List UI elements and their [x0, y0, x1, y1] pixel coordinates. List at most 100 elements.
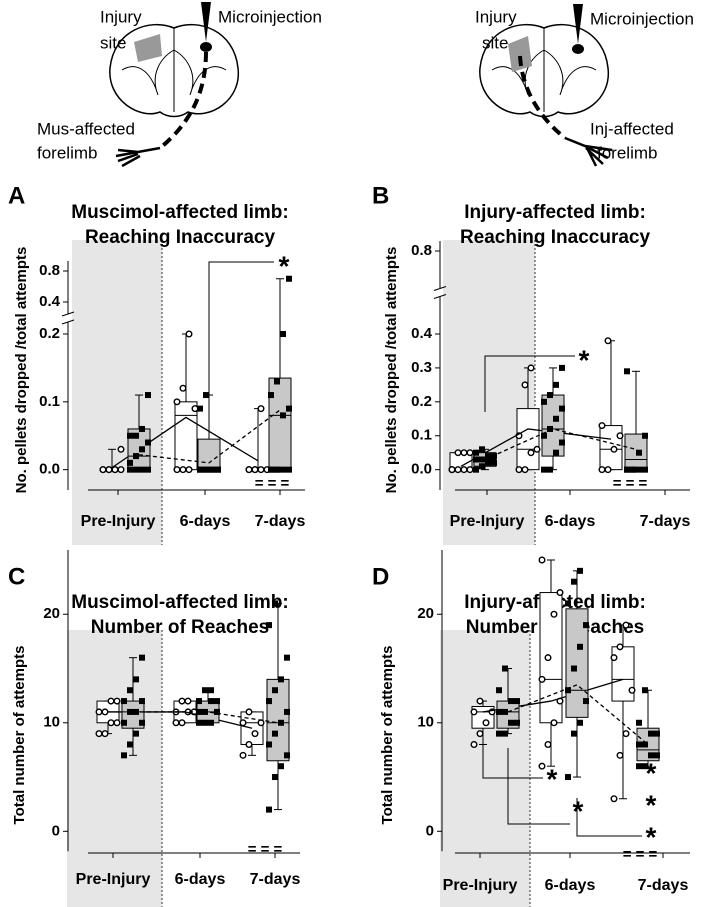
data-point [284, 752, 290, 759]
mean-line [507, 684, 649, 745]
mean-line [133, 711, 279, 724]
data-point [197, 466, 203, 473]
data-point [266, 741, 272, 748]
y-axis-label: No. pellets dropped /total attempts [383, 247, 400, 494]
data-point [514, 719, 520, 726]
data-point [133, 730, 139, 737]
data-point [508, 698, 514, 705]
data-point [278, 763, 284, 770]
data-point [553, 449, 559, 456]
data-point [642, 741, 648, 748]
data-point [139, 466, 145, 473]
panel-letter: D [372, 563, 389, 590]
data-point [473, 466, 479, 473]
injection-needle [573, 4, 583, 44]
y-tick-label: 0.8 [39, 262, 60, 279]
data-point [196, 698, 202, 705]
y-tick-label: 0 [426, 822, 434, 839]
chart-title: Number of Reaches [91, 617, 269, 638]
pathway [158, 51, 208, 150]
data-point [479, 446, 485, 453]
limb-label: Mus-affected [37, 119, 135, 138]
data-point [565, 774, 571, 781]
data-point [571, 730, 577, 737]
data-point [245, 466, 253, 474]
data-point [648, 730, 654, 737]
x-tick-label: 6-days [545, 877, 596, 894]
data-point [121, 752, 127, 759]
data-point [559, 364, 565, 371]
data-point [636, 763, 642, 770]
data-point [448, 466, 456, 474]
data-point [197, 405, 203, 412]
data-point [107, 719, 115, 727]
data-point [272, 687, 278, 694]
y-tick-label: 0 [52, 822, 60, 839]
data-point [476, 697, 484, 705]
x-tick-label: Pre-Injury [81, 513, 156, 530]
axis-break [61, 319, 75, 325]
data-point [628, 686, 636, 694]
annotation: = = = [248, 841, 283, 858]
mean-line [484, 428, 637, 461]
panel-letter: B [372, 182, 389, 209]
y-tick-label: 0.0 [39, 461, 60, 478]
data-point [541, 398, 547, 405]
data-point [538, 675, 546, 683]
pathway [518, 55, 567, 140]
data-point [577, 719, 583, 726]
brain-illustration: Injury site Microinjection Mus-affected … [37, 2, 322, 168]
data-point [191, 405, 199, 413]
data-point [521, 381, 529, 389]
annotation: = = = [613, 475, 648, 492]
data-point [133, 432, 139, 439]
data-point [470, 740, 478, 748]
injury-dividers [161, 240, 536, 907]
data-point [111, 466, 119, 474]
data-point [251, 730, 259, 738]
data-point [556, 589, 564, 597]
data-point [274, 466, 280, 473]
bracket [507, 748, 570, 825]
data-point [624, 368, 630, 375]
data-point [485, 453, 491, 460]
data-point [139, 698, 145, 705]
box [197, 438, 221, 471]
data-point [239, 751, 247, 759]
injury-label: site [100, 33, 126, 52]
data-point [502, 730, 508, 737]
data-point [502, 665, 508, 672]
injection-label: Microinjection [218, 7, 322, 26]
data-point [553, 415, 559, 422]
data-point [460, 449, 468, 457]
data-point [95, 708, 103, 716]
data-point [266, 622, 272, 629]
panel-letter: C [8, 563, 25, 590]
panel-letter: A [8, 182, 25, 209]
bracket [576, 798, 642, 837]
axis-break [61, 311, 75, 317]
injury-site [134, 34, 162, 62]
data-point [139, 425, 145, 432]
data-point [547, 425, 553, 432]
box [516, 408, 540, 471]
data-point [476, 730, 484, 738]
data-point [630, 466, 636, 473]
injection-site [572, 44, 584, 54]
y-tick-label: 0.2 [39, 325, 60, 342]
x-tick-label: 6-days [545, 513, 596, 530]
data-point [604, 466, 612, 474]
annotation: = = = [255, 475, 290, 492]
annotation: * [579, 344, 590, 375]
data-point [648, 752, 654, 759]
data-point [214, 708, 220, 715]
data-point [127, 432, 133, 439]
data-point [133, 453, 139, 460]
y-tick-label: 10 [43, 714, 60, 731]
data-point [541, 466, 547, 473]
y-axis-label: No. pellets dropped /total attempts [13, 247, 30, 494]
data-point [203, 466, 209, 473]
data-point [139, 446, 145, 453]
y-axis-label: Total number of attempts [379, 646, 396, 825]
bracket [484, 355, 575, 412]
